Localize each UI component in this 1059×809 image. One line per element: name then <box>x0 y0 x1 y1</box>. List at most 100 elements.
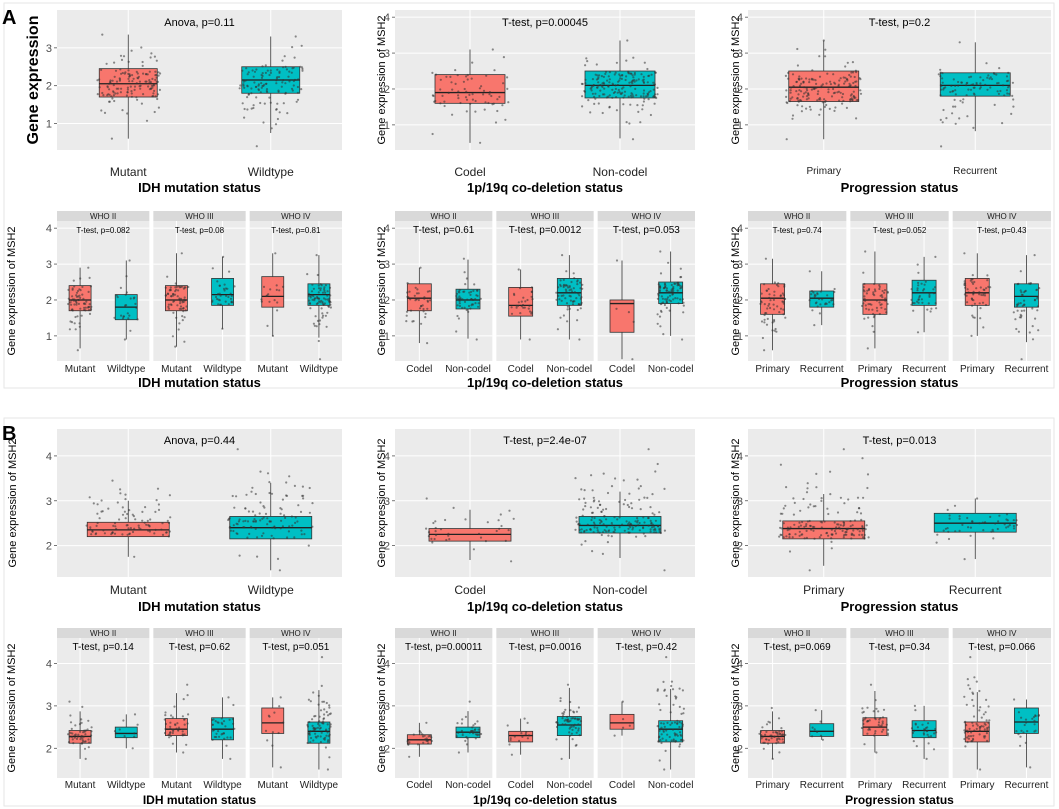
chart-8-group-1-point <box>992 530 995 533</box>
chart-9-facet-0-group-0-point <box>83 747 87 750</box>
chart-2-group-0-point <box>855 71 858 74</box>
chart-5-facet-1-group-0-point <box>878 285 881 288</box>
chart-10-facet-2-group-1-point <box>656 689 659 692</box>
chart-5-facet-1-group-1-point <box>920 298 924 301</box>
chart-3-facet-0-group-1-point <box>120 314 123 317</box>
chart-10-facet-0-group-0-point <box>408 741 411 744</box>
chart-7-group-0-point <box>484 540 487 543</box>
chart-0-group-0-point <box>110 95 113 98</box>
chart-1-group-1-point <box>631 82 634 85</box>
chart-5-facet-2-group-0-point <box>966 288 969 291</box>
chart-10-facet-1-group-1-point <box>571 728 574 732</box>
chart-2-group-1-point <box>1001 84 1005 87</box>
chart-9-facet-1-group-0-point <box>169 727 172 731</box>
chart-2-group-0-point <box>843 82 846 85</box>
chart-3-facet-1-group-0-point <box>172 292 175 296</box>
chart-2-group-1-point <box>961 101 964 104</box>
chart-5-facet-0-group-0-point <box>782 308 785 311</box>
chart-5-facet-1-group-1-point <box>922 288 926 291</box>
y-tick-label: 2 <box>46 743 52 755</box>
y-tick-label: 1 <box>46 331 52 343</box>
chart-0-group-0-point <box>130 95 133 98</box>
chart-1-group-0-point <box>431 94 434 97</box>
chart-9-facet-2-group-1-point <box>328 704 331 707</box>
chart-8-group-0-point <box>805 529 808 533</box>
chart-10-facet-2-group-1-point <box>678 745 681 748</box>
chart-10-facet-0-group-1-point <box>472 724 475 727</box>
chart-4-facet-0-group-0-point <box>426 290 429 293</box>
chart-6-group-0-point <box>168 530 171 533</box>
chart-0-group-1-point <box>284 65 287 68</box>
chart-3-facet-1-group-0-point <box>168 289 171 292</box>
chart-5-facet-0-group-0-point <box>779 294 782 298</box>
chart-10-facet-2-group-1-point <box>658 759 661 762</box>
chart-11-facet-1-group-1-point <box>926 733 929 736</box>
chart-5-facet-2-group-0-point <box>972 299 975 302</box>
chart-8-group-0-point <box>862 536 865 539</box>
chart-10-facet-2-group-0-point <box>621 700 624 703</box>
chart-5-facet-0-group-0-point <box>771 329 774 332</box>
chart-9-facet-0-group-0-point <box>74 724 77 727</box>
chart-2-group-0-point <box>828 107 831 110</box>
chart-3-facet-0-group-0-point <box>77 302 80 305</box>
chart-10-facet-2-group-1-point <box>658 729 661 733</box>
chart-3-facet-2-group-1-point <box>321 316 324 319</box>
facet-strip <box>249 211 342 221</box>
chart-8-group-0-point <box>794 533 797 536</box>
chart-2-group-0-point <box>806 89 809 92</box>
chart-0-group-1-point <box>252 104 255 107</box>
chart-2-group-0-point <box>844 65 847 68</box>
chart-7-group-1-point <box>580 488 583 491</box>
chart-7-group-1-point <box>636 521 639 524</box>
chart-0-group-1-point <box>260 73 263 77</box>
chart-11-facet-1-group-0-point <box>863 743 866 746</box>
chart-11-facet-1-group-1-point <box>912 740 915 743</box>
chart-3-facet-0-group-1-point <box>123 338 126 341</box>
chart-4-facet-1-group-1-point <box>559 316 562 319</box>
chart-4-facet-2-group-1-point <box>659 272 663 275</box>
chart-7-group-1-point <box>622 479 625 482</box>
chart-1-group-0-point <box>478 87 481 90</box>
chart-0-group-0-point <box>148 81 151 84</box>
chart-10-facet-0-group-1-point <box>468 731 471 734</box>
chart-8-group-0-point <box>827 512 830 516</box>
chart-5-facet-1-group-1-point <box>917 301 920 304</box>
chart-9-facet-1-group-1-point <box>231 718 234 721</box>
chart-8-group-0-point <box>833 529 837 533</box>
chart-10-facet-0-group-1-point <box>461 731 464 734</box>
chart-5-facet-0-group-1-point <box>828 301 831 304</box>
chart-11-facet-2-group-0-point <box>964 720 967 724</box>
chart-3-facet-2-group-1-point <box>311 298 314 301</box>
x-axis-label: IDH mutation status <box>138 599 261 614</box>
chart-0-group-1-point <box>253 81 256 84</box>
chart-6-group-0-point <box>128 509 131 512</box>
chart-0-group-0-point <box>145 73 148 76</box>
chart-10-facet-0-group-0-point <box>408 755 411 758</box>
chart-6-group-0-point <box>114 525 117 528</box>
test-annotation: T-test, p=0.81 <box>271 226 321 235</box>
chart-11-facet-2-group-0-point <box>979 706 982 709</box>
chart-5-facet-0-group-0-point <box>783 285 786 288</box>
chart-4-facet-0-group-0-point <box>416 288 419 291</box>
chart-6-group-1-points <box>227 448 314 572</box>
chart-1-group-1-point <box>591 78 595 81</box>
chart-7-group-1-point <box>605 525 608 528</box>
chart-2-group-0-point <box>798 89 801 92</box>
y-tick-label: 3 <box>737 259 743 271</box>
chart-6-group-0-point <box>92 502 95 505</box>
chart-5-facet-2-group-1-point <box>1031 307 1034 310</box>
chart-5-facet-2-group-0-point <box>963 282 966 285</box>
chart-11-facet-0-group-0-point <box>764 738 768 741</box>
chart-4-facet-0-group-0-point <box>422 307 425 311</box>
chart-6-group-1-point <box>294 516 297 519</box>
chart-8-group-1-point <box>953 504 957 507</box>
chart-3-facet-0-group-0-point <box>70 321 74 324</box>
chart-3-facet-1-group-1-point <box>216 280 219 283</box>
chart-6-group-1-point <box>249 525 253 528</box>
chart-9-facet-0-group-0-point <box>88 741 91 744</box>
chart-3-facet-2-group-1-point <box>308 299 311 302</box>
chart-5-facet-0-group-1-point <box>810 290 814 293</box>
chart-8-group-0-point <box>788 550 792 553</box>
